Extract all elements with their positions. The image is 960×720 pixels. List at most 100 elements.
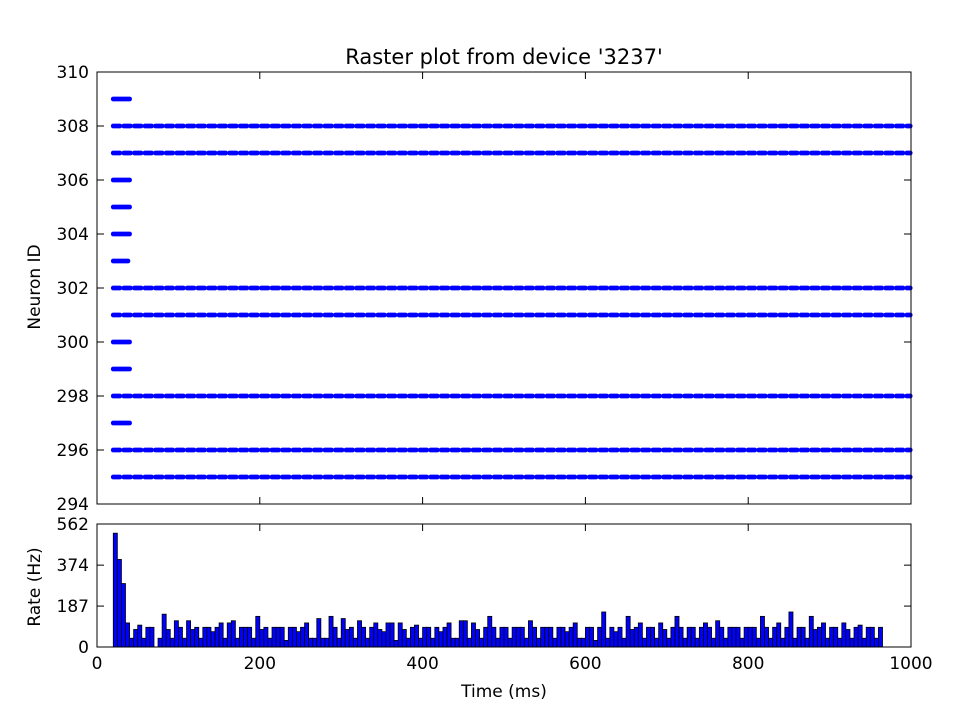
- spike-point: [614, 312, 620, 318]
- spike-point: [508, 123, 514, 129]
- spike-point: [202, 393, 207, 399]
- spike-point: [657, 447, 662, 453]
- raster-spike-group: [110, 96, 913, 480]
- spike-point: [360, 123, 366, 129]
- spike-point: [879, 447, 885, 453]
- spike-point: [456, 393, 461, 399]
- spike-point: [191, 393, 197, 399]
- rate-bar: [442, 626, 448, 648]
- spike-point: [456, 474, 461, 480]
- rate-bar: [409, 626, 415, 648]
- spike-point: [907, 474, 913, 480]
- spike-point: [223, 447, 229, 453]
- spike-point: [498, 150, 504, 156]
- spike-point: [815, 447, 821, 453]
- rate-bar: [776, 622, 782, 648]
- spike-point: [434, 150, 440, 156]
- spike-point: [805, 393, 811, 399]
- spike-point: [667, 123, 673, 129]
- rate-bar: [369, 626, 375, 648]
- spike-point: [741, 447, 747, 453]
- spike-point: [318, 474, 324, 480]
- spike-point: [699, 150, 705, 156]
- rate-bar: [418, 637, 423, 648]
- spike-point: [678, 393, 684, 399]
- rate-bar: [149, 626, 155, 648]
- spike-point: [826, 393, 832, 399]
- rate-bar: [487, 615, 493, 648]
- spike-point: [762, 474, 768, 480]
- rate-bar: [731, 626, 737, 648]
- spike-point: [424, 474, 430, 480]
- spike-point: [403, 312, 408, 318]
- rate-bar: [703, 622, 708, 648]
- spike-point: [477, 312, 482, 318]
- spike-point: [170, 285, 176, 291]
- rate-bar: [271, 626, 277, 648]
- rate-bar: [466, 637, 472, 648]
- spike-point: [540, 393, 546, 399]
- spike-point: [907, 285, 913, 291]
- spike-point: [339, 474, 345, 480]
- spike-point: [699, 312, 705, 318]
- spike-point: [297, 150, 303, 156]
- spike-point: [678, 447, 684, 453]
- spike-point: [836, 150, 842, 156]
- spike-point: [646, 150, 652, 156]
- spike-point: [889, 312, 895, 318]
- rate-bar: [198, 637, 204, 648]
- spike-point: [191, 447, 197, 453]
- spike-point: [709, 150, 715, 156]
- spike-point: [360, 393, 366, 399]
- rate-bar: [479, 637, 485, 648]
- spike-point: [170, 123, 176, 129]
- rate-bar: [361, 626, 367, 648]
- rate-bar: [678, 626, 684, 648]
- rate-bar: [471, 622, 476, 648]
- spike-point: [477, 150, 482, 156]
- rate-bar: [747, 626, 753, 648]
- spike-point: [498, 474, 504, 480]
- spike-point: [360, 285, 366, 291]
- rate-bar: [137, 624, 143, 648]
- rate-bar: [788, 611, 794, 648]
- spike-point: [381, 447, 387, 453]
- rate-bar: [523, 637, 529, 648]
- spike-point: [657, 150, 662, 156]
- spike-point: [487, 447, 493, 453]
- spike-point: [381, 312, 387, 318]
- rate-bar: [365, 637, 371, 648]
- spike-point: [170, 150, 176, 156]
- rate-bar-group: [112, 532, 883, 648]
- rate-bar: [125, 622, 130, 648]
- spike-point: [233, 150, 239, 156]
- spike-point: [202, 447, 207, 453]
- spike-point: [413, 123, 419, 129]
- spike-point: [907, 447, 913, 453]
- spike-point: [477, 447, 482, 453]
- spike-point: [731, 393, 736, 399]
- spike-point: [212, 123, 218, 129]
- spike-point: [625, 393, 631, 399]
- spike-point: [508, 393, 514, 399]
- spike-point: [731, 312, 736, 318]
- spike-point: [149, 447, 154, 453]
- spike-point: [202, 150, 207, 156]
- rate-bar: [812, 629, 818, 648]
- rate-bar: [719, 626, 725, 648]
- spike-point: [223, 285, 229, 291]
- spike-point: [699, 447, 705, 453]
- spike-point: [752, 393, 758, 399]
- rate-bar: [768, 637, 774, 648]
- rate-bar: [357, 620, 362, 648]
- rate-bar: [222, 637, 228, 648]
- spike-point: [635, 123, 641, 129]
- rate-bar: [381, 631, 387, 648]
- rate-bar: [296, 631, 301, 648]
- spike-point: [466, 312, 472, 318]
- spike-point: [805, 447, 811, 453]
- spike-point: [445, 285, 451, 291]
- spike-point: [720, 150, 726, 156]
- rate-bar: [593, 640, 599, 648]
- rate-bar: [841, 622, 847, 648]
